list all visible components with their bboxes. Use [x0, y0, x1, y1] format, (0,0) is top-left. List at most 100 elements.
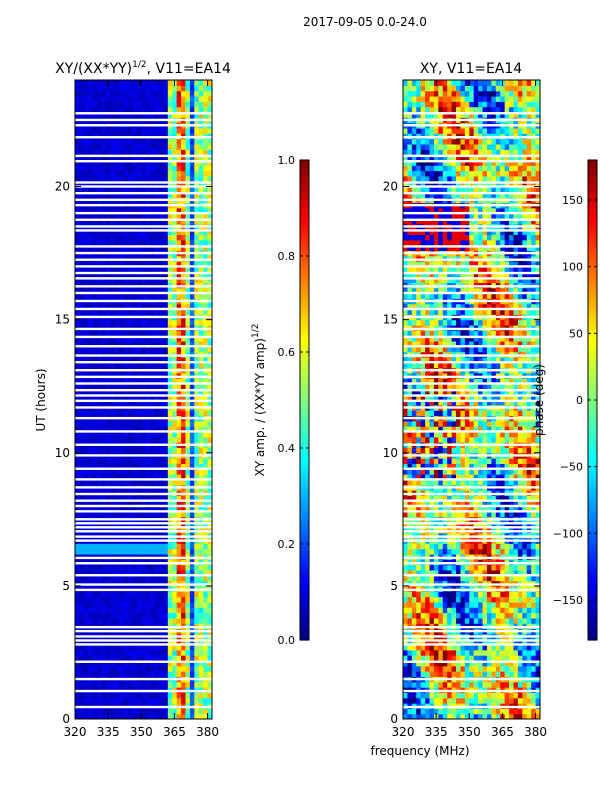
left-heatmap-cell	[128, 431, 134, 438]
left-heatmap-cell	[154, 207, 160, 214]
left-heatmap-cell	[101, 388, 107, 395]
right-heatmap-cell	[464, 612, 470, 619]
left-heatmap-cell	[185, 293, 191, 299]
left-heatmap-cell	[176, 277, 182, 283]
left-heatmap-cell	[198, 463, 204, 470]
left-heatmap-cell	[123, 138, 129, 145]
left-heatmap-cell	[114, 271, 120, 278]
left-heatmap-cell	[176, 431, 182, 438]
left-heatmap-cell	[141, 713, 147, 719]
left-heatmap-cell	[198, 692, 204, 699]
left-heatmap-cell	[83, 436, 89, 443]
left-heatmap-cell	[154, 468, 160, 475]
left-heatmap-cell	[136, 266, 142, 273]
left-heatmap-cell	[163, 271, 169, 278]
left-heatmap-cell	[105, 468, 111, 475]
left-heatmap-cell	[132, 362, 138, 369]
left-heatmap-cell	[207, 218, 212, 225]
right-heatmap-cell	[464, 681, 470, 688]
right-heatmap-cell	[464, 564, 470, 571]
left-heatmap-cell	[172, 191, 178, 198]
left-heatmap-cell	[203, 159, 209, 166]
left-heatmap-cell	[181, 335, 187, 342]
right-heatmap-cell	[504, 607, 510, 614]
right-heatmap-cell	[531, 681, 537, 688]
left-heatmap-cell	[145, 95, 151, 102]
left-heatmap-cell	[83, 149, 89, 156]
left-heatmap-cell	[203, 330, 209, 337]
left-heatmap-cell	[105, 340, 111, 347]
left-heatmap-cell	[207, 500, 212, 507]
left-colorbar-segment	[300, 385, 309, 391]
left-heatmap-cell	[150, 420, 156, 427]
right-heatmap-cell	[416, 607, 422, 614]
left-heatmap-cell	[92, 181, 98, 188]
right-heatmap-cell	[451, 564, 457, 571]
right-heatmap-cell	[456, 548, 462, 555]
left-heatmap-cell	[97, 511, 103, 518]
left-heatmap-cell	[83, 458, 89, 464]
left-heatmap-cell	[97, 159, 103, 166]
left-heatmap-cell	[154, 569, 160, 576]
left-heatmap-cell	[167, 511, 173, 518]
left-heatmap-cell	[194, 186, 200, 193]
right-heatmap-cell	[531, 665, 537, 672]
left-flagged-gap	[75, 526, 212, 529]
left-heatmap-cell	[75, 649, 81, 656]
left-colorbar-segment	[300, 435, 309, 441]
left-heatmap-cell	[141, 569, 147, 576]
left-heatmap-cell	[203, 388, 209, 395]
left-heatmap-cell	[141, 617, 147, 624]
left-heatmap-cell	[75, 511, 81, 518]
left-heatmap-cell	[145, 521, 151, 528]
left-heatmap-cell	[158, 521, 164, 528]
right-heatmap-cell	[517, 671, 523, 677]
left-heatmap-cell	[207, 458, 212, 464]
left-heatmap-cell	[207, 287, 212, 294]
left-heatmap-cell	[123, 495, 129, 502]
left-heatmap-cell	[189, 245, 195, 251]
left-heatmap-cell	[128, 340, 134, 347]
left-heatmap-cell	[92, 191, 98, 198]
left-heatmap-cell	[163, 245, 169, 251]
left-heatmap-cell	[167, 85, 173, 92]
right-heatmap-cell	[425, 665, 431, 672]
left-heatmap-cell	[136, 127, 142, 134]
left-heatmap-cell	[176, 346, 182, 353]
left-heatmap-cell	[92, 697, 98, 704]
left-heatmap-cell	[92, 431, 98, 438]
left-flagged-gap	[75, 639, 212, 642]
left-heatmap-cell	[141, 607, 147, 614]
left-heatmap-cell	[185, 362, 191, 369]
left-heatmap-cell	[203, 191, 209, 198]
left-heatmap-cell	[83, 665, 89, 672]
left-heatmap-cell	[92, 660, 98, 667]
left-heatmap-cell	[163, 287, 169, 294]
left-heatmap-cell	[158, 420, 164, 427]
left-heatmap-cell	[92, 394, 98, 401]
left-heatmap-cell	[105, 308, 111, 315]
right-heatmap-cell	[535, 607, 540, 614]
left-heatmap-cell	[101, 95, 107, 102]
right-heatmap-cell	[464, 644, 470, 651]
left-colorbar-segment	[300, 565, 309, 571]
left-heatmap-cell	[105, 692, 111, 699]
right-heatmap-cell	[442, 639, 448, 646]
left-heatmap-cell	[207, 468, 212, 475]
right-heatmap-cell	[517, 660, 523, 667]
left-flagged-gap	[75, 112, 212, 115]
left-heatmap-cell	[119, 548, 125, 555]
left-heatmap-cell	[185, 447, 191, 454]
left-heatmap-cell	[101, 500, 107, 507]
left-heatmap-cell	[97, 607, 103, 614]
right-heatmap-cell	[460, 612, 466, 619]
left-heatmap-cell	[150, 85, 156, 92]
right-heatmap-cell	[438, 596, 444, 603]
left-heatmap-cell	[132, 175, 138, 182]
left-heatmap-cell	[203, 612, 209, 619]
right-heatmap-cell	[407, 697, 413, 704]
left-heatmap-cell	[128, 399, 134, 406]
left-heatmap-cell	[123, 681, 129, 688]
left-heatmap-cell	[132, 356, 138, 363]
left-heatmap-cell	[167, 80, 173, 86]
